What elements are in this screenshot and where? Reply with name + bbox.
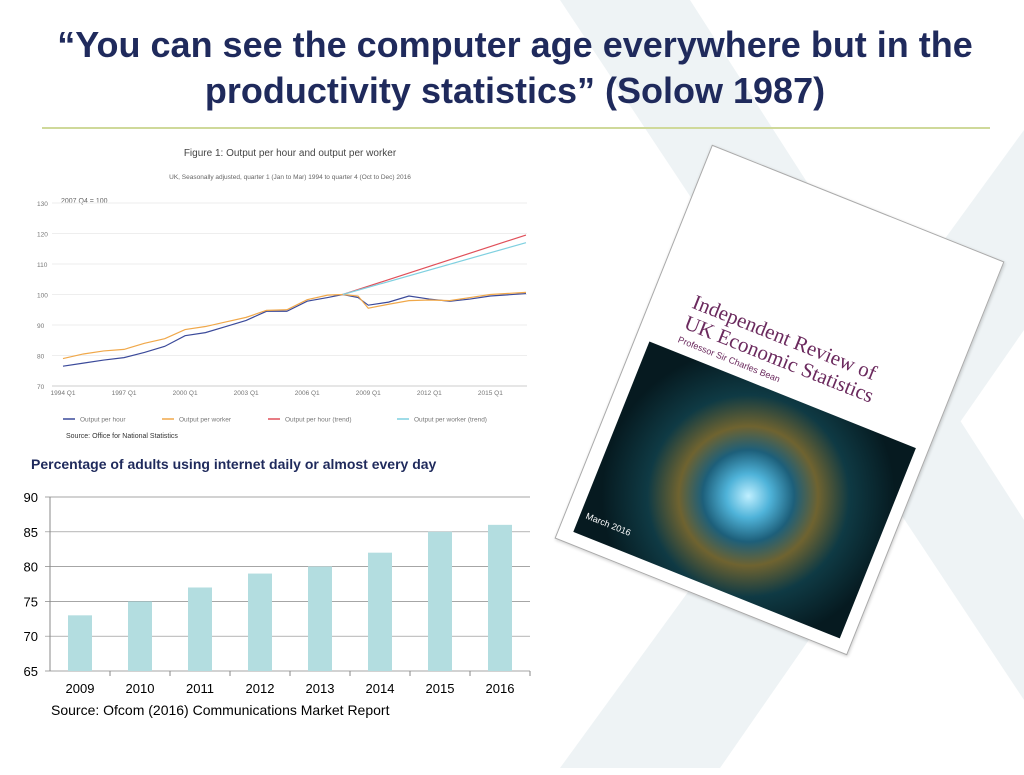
x-tick-label: 2003 Q1 [234,390,259,397]
x-tick-label: 2012 [246,681,275,696]
bar-2015 [428,531,452,671]
title-divider [42,127,990,129]
y-tick-label: 100 [37,293,48,300]
y-tick-label: 80 [24,560,38,575]
bar-2013 [308,566,332,671]
series-line-2 [342,234,527,296]
y-tick-label: 75 [24,594,38,609]
bar-chart-source: Source: Ofcom (2016) Communications Mark… [51,702,390,718]
line-chart-source: Source: Office for National Statistics [66,433,178,440]
y-tick-label: 130 [37,201,48,208]
line-chart-ylabel: 2007 Q4 = 100 [61,198,108,205]
y-tick-label: 70 [37,384,45,391]
x-tick-label: 2009 Q1 [356,390,381,397]
bar-chart: Percentage of adults using internet dail… [24,456,531,718]
series-line-0 [62,292,527,367]
x-tick-label: 2015 [426,681,455,696]
y-tick-label: 120 [37,232,48,239]
y-tick-label: 65 [24,664,38,679]
x-tick-label: 2011 [186,681,214,696]
bar-2016 [488,524,512,671]
legend-label: Output per worker [179,417,232,424]
x-tick-label: 2014 [366,681,395,696]
x-tick-label: 2016 [486,681,515,696]
bar-chart-title: Percentage of adults using internet dail… [31,456,437,472]
x-tick-label: 2000 Q1 [173,390,198,397]
slide-title: “You can see the computer age everywhere… [57,24,973,111]
bar-2014 [368,552,392,671]
bar-2009 [68,615,92,671]
x-tick-label: 2009 [66,681,95,696]
x-tick-label: 2012 Q1 [417,390,442,397]
x-tick-label: 2015 Q1 [478,390,503,397]
y-tick-label: 90 [24,490,38,505]
line-chart-title: Figure 1: Output per hour and output per… [184,148,397,159]
y-tick-label: 70 [24,629,38,644]
y-tick-label: 110 [37,262,48,269]
legend-label: Output per worker (trend) [414,417,487,424]
bar-2011 [188,587,212,671]
x-tick-label: 2006 Q1 [295,390,320,397]
x-tick-label: 1997 Q1 [112,390,137,397]
x-tick-label: 1994 Q1 [51,390,76,397]
y-tick-label: 90 [37,323,45,330]
line-chart-subtitle: UK, Seasonally adjusted, quarter 1 (Jan … [169,174,411,181]
line-chart: Figure 1: Output per hour and output per… [37,148,527,440]
y-tick-label: 85 [24,525,38,540]
bar-2010 [128,601,152,671]
y-tick-label: 80 [37,354,45,361]
series-line-1 [62,291,526,360]
bar-2012 [248,573,272,671]
x-tick-label: 2013 [306,681,335,696]
legend-label: Output per hour (trend) [285,417,351,424]
series-line-3 [342,242,527,296]
x-tick-label: 2010 [126,681,155,696]
legend-label: Output per hour [80,417,126,424]
